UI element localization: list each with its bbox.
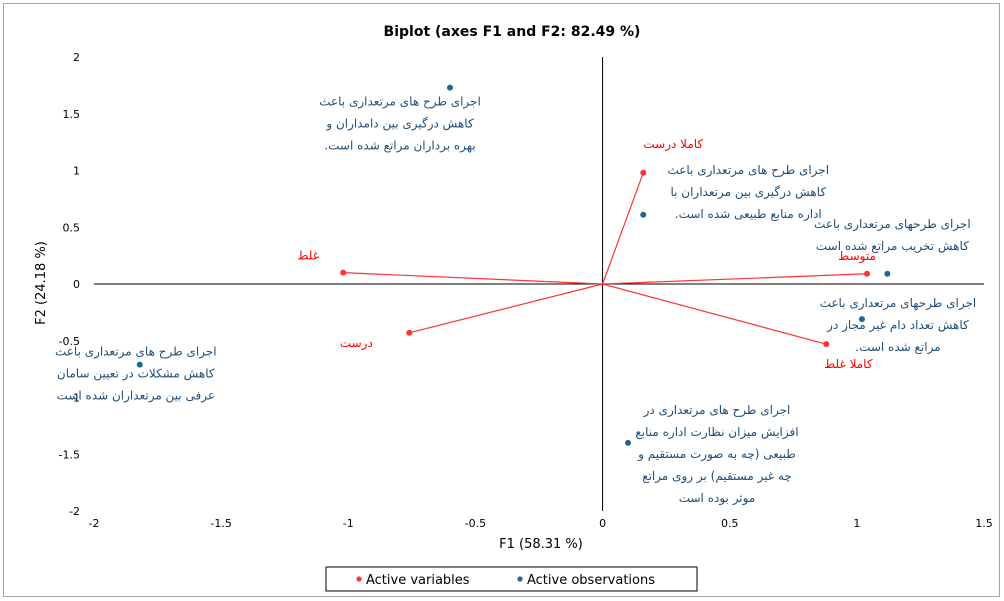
observation-label-line: اجرای طرح های مرتعداری باعث bbox=[667, 163, 829, 178]
observation-label-line: کاهش درگیری بین دامداران و bbox=[325, 117, 474, 132]
ticks-layer: -2 -1.5 -1 -0.5 0 0.5 1 1.5 -2 -1.5 -1 -0.5 0 0.5 1 1.5… bbox=[59, 51, 993, 530]
observation-label-line: عرفی بین مرتعداران شده است bbox=[57, 389, 215, 404]
y-tick-label: -2 bbox=[69, 505, 80, 518]
legend: Active variables Active observations bbox=[325, 566, 698, 592]
y-tick-label: 0.5 bbox=[63, 221, 81, 234]
y-tick-label: 2 bbox=[73, 51, 80, 64]
y-tick-label: -1 bbox=[69, 392, 80, 405]
observation-label-line: طبیعی (چه به صورت مستقیم و bbox=[637, 447, 796, 462]
observation-point bbox=[625, 439, 631, 446]
observation-label-line: کاهش تخریب مراتع شده است bbox=[816, 239, 969, 254]
observation-label: اجرای طرحهای مرتعداری باعث کاهش تخریب مرا… bbox=[814, 217, 971, 254]
points-layer bbox=[136, 84, 891, 446]
variable-label: غلط bbox=[297, 249, 319, 263]
observation-point bbox=[858, 316, 865, 323]
legend-box bbox=[325, 566, 698, 592]
observation-label-line: موثر بوده است bbox=[679, 491, 756, 506]
legend-label-observations: Active observations bbox=[527, 573, 655, 588]
variable-label: متوسط bbox=[838, 249, 876, 264]
y-tick-label: 0 bbox=[73, 278, 80, 291]
observation-label-line: اجرای طرح های مرتعداری در bbox=[643, 403, 791, 418]
observation-label: اجرای طرح های مرتعداری باعث کاهش درگیری ب… bbox=[667, 163, 829, 222]
x-tick-label: -0.5 bbox=[465, 517, 486, 530]
variable-label: درست bbox=[340, 336, 373, 351]
axes-layer bbox=[94, 57, 984, 511]
variable-vector bbox=[602, 273, 868, 285]
x-axis-label: F1 (58.31 %) bbox=[499, 537, 583, 552]
observation-point bbox=[447, 84, 453, 91]
x-tick-label: -1 bbox=[343, 517, 354, 530]
variable-point bbox=[340, 269, 347, 276]
observation-label-line: بهره برداران مراتع شده است. bbox=[324, 139, 475, 154]
x-tick-label: 1 bbox=[853, 517, 860, 530]
observation-point bbox=[640, 211, 647, 218]
variable-point bbox=[823, 341, 830, 348]
x-tick-label: 0.5 bbox=[721, 517, 739, 530]
variable-vector bbox=[343, 272, 603, 285]
variable-label: کاملا درست bbox=[643, 137, 703, 152]
y-tick-label: 1.5 bbox=[63, 108, 81, 121]
variable-point bbox=[640, 169, 647, 176]
observation-label-line: اجرای طرحهای مرتعداری باعث bbox=[820, 296, 977, 311]
legend-label-variables: Active variables bbox=[366, 573, 470, 588]
variable-vector bbox=[602, 172, 644, 285]
observation-label-line: افزایش میزان نظارت اداره منابع bbox=[635, 425, 798, 440]
legend-marker-observations bbox=[517, 576, 523, 582]
chart-title: Biplot (axes F1 and F2: 82.49 %) bbox=[384, 24, 641, 40]
observation-label-line: کاهش تعداد دام غیر مجاز در bbox=[826, 318, 969, 333]
variable-vector bbox=[602, 283, 827, 345]
y-tick-label: 1 bbox=[73, 165, 80, 178]
observation-label-line: کاهش مشکلات در تعیین سامان bbox=[57, 367, 215, 382]
legend-marker-variables bbox=[356, 576, 362, 582]
observation-label-line: اداره منابع طبیعی شده است. bbox=[675, 207, 822, 222]
y-tick-label: -1.5 bbox=[59, 448, 80, 461]
x-tick-label: -2 bbox=[89, 517, 100, 530]
y-axis-label: F2 (24.18 %) bbox=[34, 241, 49, 325]
x-tick-label: 0 bbox=[599, 517, 606, 530]
observation-label-line: اجرای طرحهای مرتعداری باعث bbox=[814, 217, 971, 232]
observation-label-line: مراتع شده است. bbox=[855, 340, 940, 355]
observation-label-line: اجرای طرح های مرتعداری باعث bbox=[55, 345, 217, 360]
observation-label: اجرای طرح های مرتعداری باعث کاهش درگیری ب… bbox=[319, 95, 481, 154]
x-tick-label: -1.5 bbox=[210, 517, 231, 530]
variable-point bbox=[864, 270, 871, 277]
observation-label: اجرای طرح های مرتعداری در افزایش میزان نظ… bbox=[635, 403, 798, 506]
chart-frame bbox=[3, 3, 1000, 597]
observation-label-line: چه غیر مستقیم) بر روی مراتع bbox=[642, 469, 792, 484]
observation-point bbox=[884, 270, 891, 277]
observation-point bbox=[136, 361, 143, 368]
observation-label-line: کاهش درگیری بین مرتعداران با bbox=[670, 185, 826, 200]
y-tick-label: -0.5 bbox=[59, 335, 80, 348]
variable-point bbox=[406, 329, 413, 336]
labels-layer: کاملا درست متوسط غلط درست کاملا غلط اجرای طرح… bbox=[55, 95, 976, 506]
variable-vectors bbox=[343, 172, 868, 345]
x-tick-label: 1.5 bbox=[975, 517, 993, 530]
variable-label: کاملا غلط bbox=[824, 357, 873, 371]
observation-label: اجرای طرحهای مرتعداری باعث کاهش تعداد دام… bbox=[820, 296, 977, 355]
observation-label: اجرای طرح های مرتعداری باعث کاهش مشکلات د… bbox=[55, 345, 217, 404]
observation-label-line: اجرای طرح های مرتعداری باعث bbox=[319, 95, 481, 110]
variable-vector bbox=[409, 283, 603, 334]
